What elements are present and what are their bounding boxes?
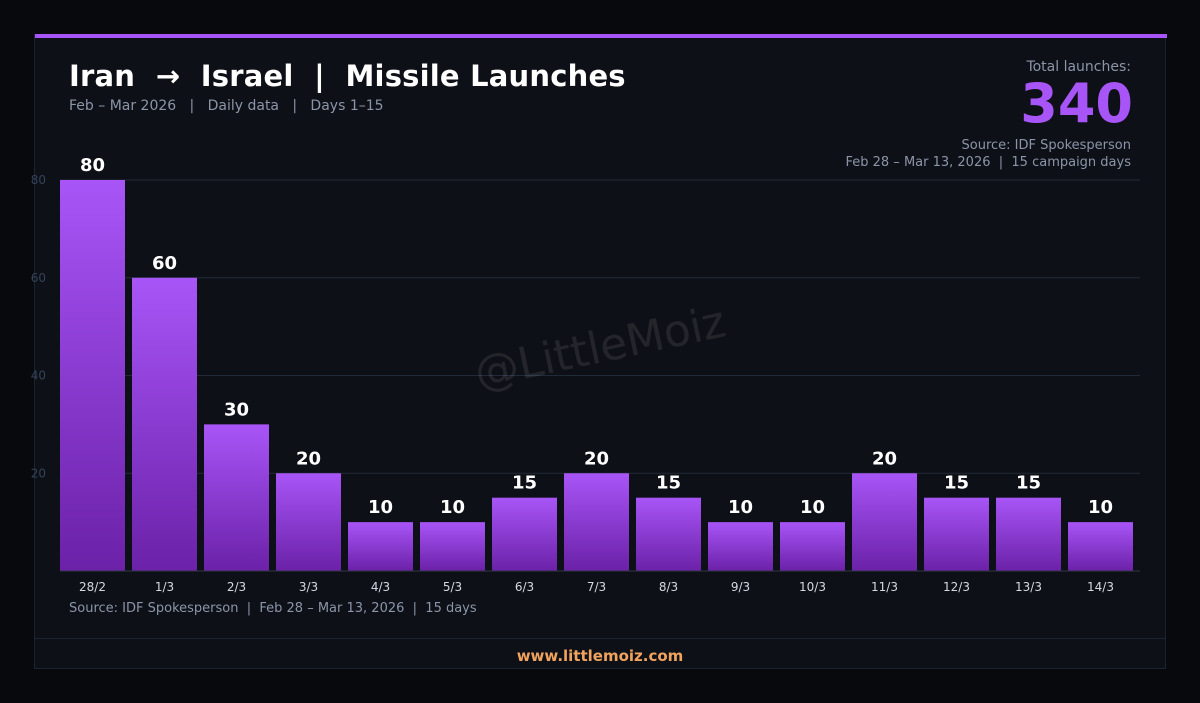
bar-6-3 [492,497,557,571]
bar-value-label: 80 [80,155,105,176]
y-tick-label: 80 [31,173,46,187]
bar-value-label: 15 [512,473,537,494]
x-tick-label: 2/3 [227,580,246,594]
x-tick-label: 6/3 [515,580,534,594]
bar-value-label: 15 [1016,473,1041,494]
bar-value-label: 10 [728,497,753,518]
bar-3-3 [276,473,341,571]
bar-11-3 [852,473,917,571]
bar-value-label: 20 [584,448,609,469]
bar-value-label: 10 [368,497,393,518]
y-tick-label: 60 [31,271,46,285]
source-label: Source: IDF Spokesperson [961,138,1131,153]
bar-2-3 [204,424,269,571]
x-tick-label: 5/3 [443,580,462,594]
bar-value-label: 60 [152,253,177,274]
y-tick-label: 20 [31,466,46,480]
bar-5-3 [420,522,485,571]
bar-14-3 [1068,522,1133,571]
y-tick-label: 40 [31,369,46,383]
chart-title: Iran → Israel | Missile Launches [69,59,626,93]
footer-url-link[interactable]: www.littlemoiz.com [516,647,684,665]
chart-footnote: Source: IDF Spokesperson | Feb 28 – Mar … [69,601,477,616]
bar-9-3 [708,522,773,571]
x-tick-label: 11/3 [871,580,898,594]
bar-value-label: 20 [296,448,321,469]
x-tick-label: 8/3 [659,580,678,594]
x-tick-label: 3/3 [299,580,318,594]
x-tick-label: 12/3 [943,580,970,594]
x-tick-label: 28/2 [79,580,106,594]
footer-divider [35,638,1165,639]
bar-value-label: 10 [1088,497,1113,518]
chart-subtitle: Feb – Mar 2026 | Daily data | Days 1–15 [69,98,384,114]
bar-12-3 [924,497,989,571]
bar-10-3 [780,522,845,571]
bar-value-label: 30 [224,399,249,420]
x-tick-label: 9/3 [731,580,750,594]
bar-4-3 [348,522,413,571]
bars-group: 80 28/2 60 1/3 30 2/3 20 3/3 10 4/3 10 5/3 15 6/3 20 7/… [60,155,1133,594]
bar-28-2 [60,180,125,571]
x-tick-label: 13/3 [1015,580,1042,594]
bar-value-label: 10 [440,497,465,518]
bar-value-label: 20 [872,448,897,469]
total-launches-label: Total launches: [1026,59,1131,75]
accent-bar [35,34,1167,38]
bar-8-3 [636,497,701,571]
bar-value-label: 15 [656,473,681,494]
x-tick-label: 10/3 [799,580,826,594]
bar-value-label: 10 [800,497,825,518]
x-tick-label: 14/3 [1087,580,1114,594]
x-tick-label: 7/3 [587,580,606,594]
bar-7-3 [564,473,629,571]
x-tick-label: 1/3 [155,580,174,594]
bar-1-3 [132,277,197,571]
watermark-text: @LittleMoiz [470,296,730,399]
total-launches-value: 340 [1020,72,1133,135]
date-range-label: Feb 28 – Mar 13, 2026 | 15 campaign days [845,155,1131,170]
bar-value-label: 15 [944,473,969,494]
x-tick-label: 4/3 [371,580,390,594]
bar-13-3 [996,497,1061,571]
